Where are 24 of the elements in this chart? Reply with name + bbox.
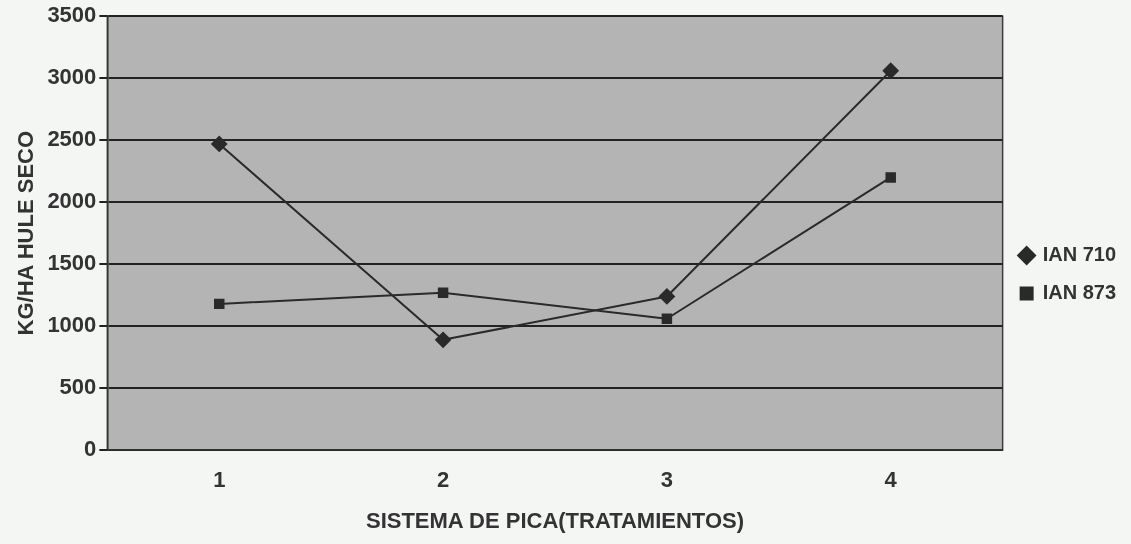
y-tick-label: 2500 bbox=[47, 126, 97, 152]
x-tick-label: 4 bbox=[884, 467, 898, 493]
y-tick-label: 2000 bbox=[47, 188, 97, 214]
y-tick-label: 3000 bbox=[47, 64, 97, 90]
point bbox=[882, 62, 899, 79]
legend-label: IAN 873 bbox=[1042, 281, 1117, 304]
point bbox=[661, 313, 673, 324]
point bbox=[214, 298, 225, 310]
x-tick-label: 3 bbox=[660, 467, 674, 493]
x-tick-label: 2 bbox=[436, 467, 450, 493]
point bbox=[211, 135, 228, 152]
point bbox=[658, 288, 675, 305]
y-tick-label: 500 bbox=[59, 374, 97, 400]
legend-label: IAN 710 bbox=[1042, 243, 1117, 266]
point bbox=[437, 287, 449, 298]
y-tick-label: 3500 bbox=[47, 2, 97, 28]
point bbox=[435, 331, 452, 348]
y-axis-title: KG/HA HULE SECO bbox=[13, 130, 39, 336]
point bbox=[885, 172, 896, 183]
x-tick-label: 1 bbox=[213, 467, 226, 493]
x-axis-title: SISTEMA DE PICA(TRATAMIENTOS) bbox=[365, 507, 745, 533]
y-tick-label: 1000 bbox=[47, 312, 97, 338]
y-tick-label: 1500 bbox=[47, 250, 97, 276]
y-tick-label: 0 bbox=[84, 436, 97, 462]
